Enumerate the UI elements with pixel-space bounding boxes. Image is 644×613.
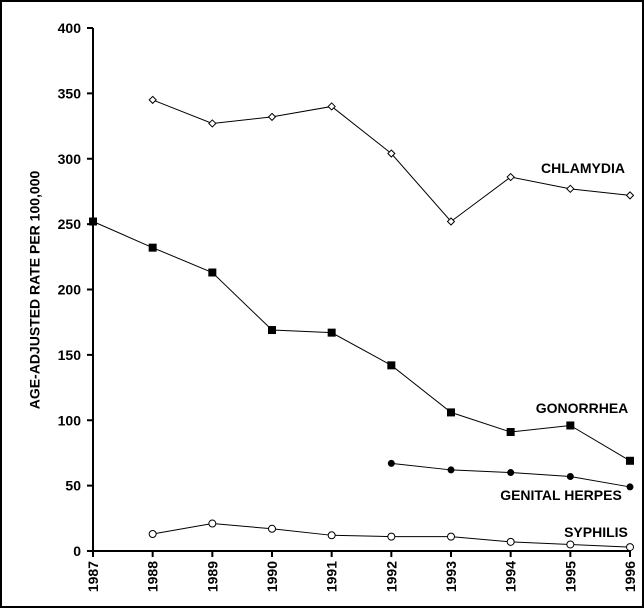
marker <box>387 532 396 541</box>
marker <box>148 95 157 105</box>
marker <box>208 119 217 128</box>
y-tick-label: 250 <box>58 216 82 232</box>
y-tick-label: 300 <box>58 151 82 167</box>
series-line <box>92 221 631 462</box>
marker <box>267 112 277 122</box>
y-axis-label: AGE-ADJUSTED RATE PER 100,000 <box>27 170 43 409</box>
x-tick-label: 1990 <box>264 561 280 592</box>
x-tick-label: 1995 <box>562 561 578 592</box>
y-tick-label: 200 <box>58 282 82 298</box>
x-tick-label: 1993 <box>443 561 459 592</box>
marker <box>506 537 515 546</box>
y-tick-label: 400 <box>58 20 82 36</box>
marker <box>507 469 515 477</box>
marker <box>148 530 157 539</box>
y-tick-label: 0 <box>73 543 81 559</box>
marker <box>506 428 515 437</box>
marker <box>327 531 336 540</box>
marker <box>387 361 396 370</box>
x-tick-label: 1994 <box>503 561 519 592</box>
y-tick-label: 100 <box>58 412 82 428</box>
marker <box>387 149 396 158</box>
marker <box>626 543 634 552</box>
x-tick-label: 1991 <box>324 561 340 592</box>
x-tick-label: 1996 <box>622 561 638 592</box>
marker <box>89 217 97 226</box>
marker <box>268 326 276 335</box>
series-label: CHLAMYDIA <box>541 160 625 176</box>
x-tick-label: 1992 <box>383 561 399 592</box>
x-tick-label: 1988 <box>145 561 161 592</box>
marker <box>446 217 456 226</box>
marker <box>327 102 336 111</box>
y-tick-label: 350 <box>58 85 82 101</box>
marker <box>566 540 575 549</box>
series-label: GONORRHEA <box>536 400 629 416</box>
marker <box>447 408 455 417</box>
marker <box>447 466 455 474</box>
marker <box>566 421 575 430</box>
y-tick-label: 50 <box>65 478 81 494</box>
marker <box>626 456 634 465</box>
series-label: SYPHILIS <box>564 524 628 540</box>
marker <box>625 191 635 200</box>
marker <box>387 459 395 467</box>
marker <box>268 524 276 533</box>
marker <box>208 268 217 277</box>
marker <box>327 328 336 337</box>
x-tick-label: 1987 <box>85 561 101 592</box>
marker <box>566 472 574 480</box>
marker <box>506 172 515 182</box>
marker <box>626 483 634 491</box>
x-tick-label: 1989 <box>204 561 220 592</box>
y-tick-label: 150 <box>58 347 82 363</box>
series-label: GENITAL HERPES <box>500 487 622 503</box>
marker <box>148 243 157 252</box>
marker <box>208 519 217 528</box>
marker <box>447 532 455 541</box>
marker <box>566 184 575 194</box>
